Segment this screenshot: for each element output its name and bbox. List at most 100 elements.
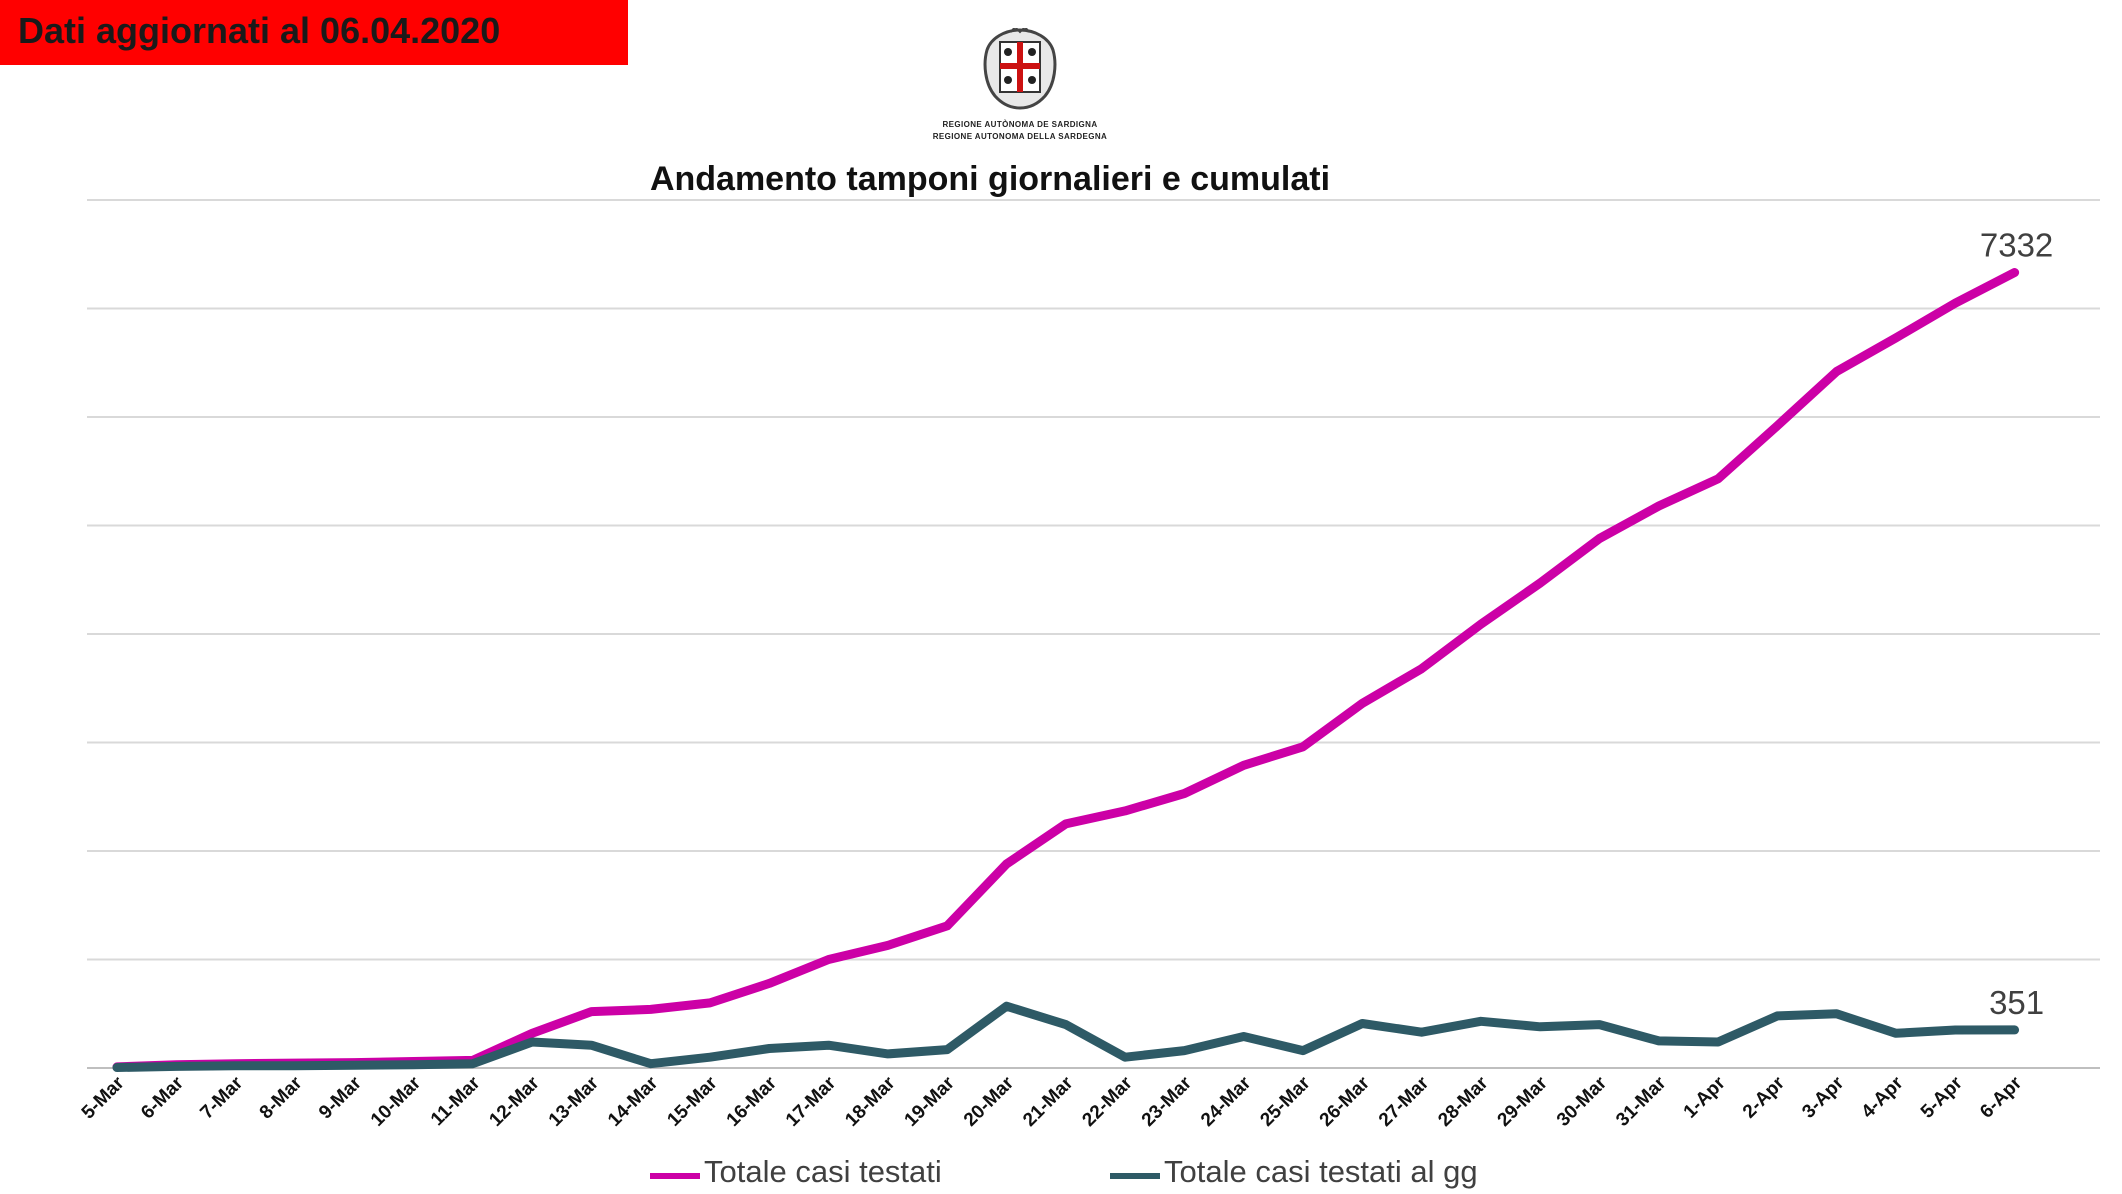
x-tick-label: 8-Mar — [256, 1072, 307, 1123]
data-label-cumulative: 7332 — [1980, 226, 2053, 263]
data-point — [1597, 536, 1602, 541]
data-point — [1241, 1034, 1246, 1039]
data-label-daily: 351 — [1989, 984, 2044, 1021]
gridlines — [87, 199, 2100, 961]
data-point — [1478, 622, 1483, 627]
x-tick-label: 20-Mar — [960, 1072, 1019, 1131]
data-point — [1834, 1011, 1839, 1016]
data-point — [1123, 1055, 1128, 1060]
data-point — [1182, 791, 1187, 796]
x-tick-label: 12-Mar — [485, 1072, 544, 1131]
data-point — [1063, 1022, 1068, 1027]
data-point — [1360, 1021, 1365, 1026]
data-point — [648, 1061, 653, 1066]
update-date-text: Dati aggiornati al 06.04.2020 — [18, 10, 501, 51]
data-point — [1597, 1022, 1602, 1027]
x-tick-label: 6-Mar — [137, 1072, 188, 1123]
region-logo: REGIONE AUTÒNOMA DE SARDIGNA REGIONE AUT… — [920, 28, 1120, 148]
x-axis-ticks: 5-Mar 6-Mar 7-Mar 8-Mar 9-Mar 10-Mar 11-Mar 12-… — [78, 1072, 2027, 1131]
data-point — [1478, 1019, 1483, 1024]
x-tick-label: 2-Apr — [1739, 1072, 1789, 1122]
data-point — [1716, 1039, 1721, 1044]
data-point — [767, 1046, 772, 1051]
legend-swatch-daily — [1110, 1173, 1160, 1179]
data-point — [174, 1064, 179, 1069]
x-tick-label: 3-Apr — [1798, 1072, 1848, 1122]
data-point — [1419, 666, 1424, 671]
x-tick-label: 5-Apr — [1917, 1072, 1967, 1122]
data-point — [530, 1039, 535, 1044]
x-tick-label: 25-Mar — [1256, 1072, 1315, 1131]
chart-legend: Totale casi testati Totale casi testati … — [650, 1154, 1750, 1194]
data-point — [589, 1043, 594, 1048]
x-tick-label: 15-Mar — [663, 1072, 722, 1131]
x-tick-label: 23-Mar — [1138, 1072, 1197, 1131]
data-point — [1123, 808, 1128, 813]
x-tick-label: 17-Mar — [782, 1072, 841, 1131]
data-point — [1656, 1038, 1661, 1043]
data-point — [708, 1055, 712, 1060]
x-tick-label: 7-Mar — [196, 1072, 247, 1123]
x-tick-label: 21-Mar — [1019, 1072, 1078, 1131]
data-point — [1538, 581, 1543, 586]
x-tick-label: 31-Mar — [1612, 1072, 1671, 1131]
x-tick-label: 28-Mar — [1434, 1072, 1493, 1131]
data-point — [826, 957, 831, 962]
x-tick-label: 4-Apr — [1858, 1072, 1908, 1122]
data-point — [352, 1063, 357, 1068]
sardinia-coat-of-arms-icon — [983, 28, 1057, 110]
legend-swatch-cumulative — [650, 1173, 700, 1179]
data-point — [292, 1063, 297, 1068]
data-point — [233, 1063, 238, 1068]
data-point — [648, 1007, 653, 1012]
x-tick-label: 16-Mar — [723, 1072, 782, 1131]
x-tick-label: 1-Apr — [1680, 1072, 1730, 1122]
data-point — [1834, 369, 1839, 374]
x-tick-label: 18-Mar — [841, 1072, 900, 1131]
data-point — [1004, 862, 1009, 867]
x-tick-label: 30-Mar — [1553, 1072, 1612, 1131]
data-point — [589, 1009, 594, 1014]
x-tick-label: 10-Mar — [367, 1072, 426, 1131]
legend-label-daily: Totale casi testati al gg — [1164, 1154, 1478, 1189]
data-point — [470, 1061, 475, 1066]
data-point — [1775, 1013, 1780, 1018]
data-point — [1241, 763, 1246, 768]
x-tick-label: 22-Mar — [1078, 1072, 1137, 1131]
data-point — [1301, 744, 1305, 749]
data-point — [2012, 1027, 2017, 1032]
x-tick-label: 27-Mar — [1375, 1072, 1434, 1131]
data-point — [1419, 1030, 1424, 1035]
data-point — [1182, 1048, 1187, 1053]
data-point — [1894, 335, 1898, 340]
x-tick-label: 19-Mar — [901, 1072, 960, 1131]
data-point — [885, 943, 890, 948]
data-point — [1360, 701, 1365, 706]
x-tick-label: 11-Mar — [427, 1072, 485, 1130]
data-point — [1953, 301, 1958, 306]
data-point — [1775, 423, 1780, 428]
logo-caption-italian: REGIONE AUTONOMA DELLA SARDEGNA — [932, 132, 1108, 141]
logo-caption-sardinian: REGIONE AUTÒNOMA DE SARDIGNA — [942, 120, 1098, 129]
data-point — [945, 923, 950, 928]
data-point — [1538, 1024, 1543, 1029]
data-point — [767, 981, 772, 986]
x-tick-label: 13-Mar — [545, 1072, 604, 1131]
data-point — [708, 1000, 712, 1005]
x-tick-label: 5-Mar — [78, 1072, 129, 1123]
series-line-cumulative — [112, 268, 2020, 1072]
chart-title: Andamento tamponi giornalieri e cumulati — [649, 160, 1331, 198]
data-point — [530, 1031, 535, 1036]
data-point — [1716, 476, 1721, 481]
series-layer — [112, 268, 2020, 1072]
data-point — [1063, 821, 1068, 826]
data-point — [115, 1065, 119, 1070]
x-tick-label: 14-Mar — [604, 1072, 663, 1131]
data-point — [826, 1043, 831, 1048]
x-tick-label: 29-Mar — [1494, 1072, 1553, 1131]
update-date-banner: Dati aggiornati al 06.04.2020 — [0, 0, 628, 65]
data-point — [1004, 1004, 1009, 1009]
data-point — [1656, 503, 1661, 508]
data-point — [1301, 1048, 1305, 1053]
